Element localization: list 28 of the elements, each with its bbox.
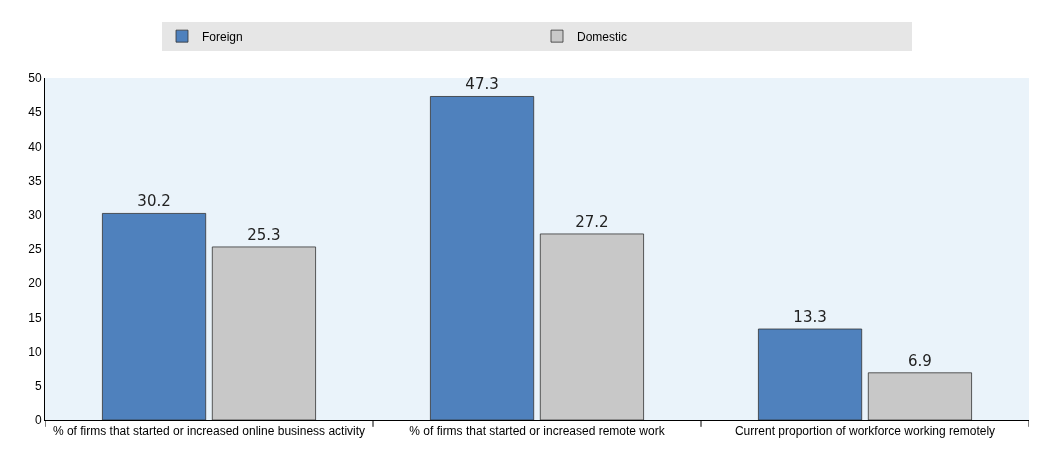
y-tick-label: 50 xyxy=(28,71,42,86)
bar xyxy=(211,246,316,420)
bar xyxy=(430,96,535,420)
x-tick-label: % of firms that started or increased online business activity xyxy=(52,424,366,439)
x-tick-label: Current proportion of workforce working remotely xyxy=(734,424,996,439)
x-tick-label: % of firms that started or increased remote work xyxy=(409,424,666,439)
y-tick-label: 0 xyxy=(34,413,42,428)
legend-label: Domestic xyxy=(577,29,628,44)
y-tick-label: 20 xyxy=(28,276,42,291)
y-tick-label: 10 xyxy=(28,344,42,359)
y-tick-label: 45 xyxy=(28,105,42,120)
bar xyxy=(539,233,644,420)
data-label: 6.9 xyxy=(908,351,932,370)
y-tick-label: 5 xyxy=(34,379,42,393)
y-tick-label: 15 xyxy=(28,310,42,325)
data-label: 13.3 xyxy=(793,308,827,327)
data-label: 25.3 xyxy=(247,225,281,244)
bar xyxy=(758,328,863,420)
y-tick-label: 35 xyxy=(28,173,42,188)
y-tick-label: 25 xyxy=(28,242,42,257)
y-tick-label: 30 xyxy=(28,208,42,222)
data-label: 30.2 xyxy=(137,192,171,211)
bar xyxy=(867,372,972,420)
y-tick-label: 40 xyxy=(28,139,42,154)
data-label: 47.3 xyxy=(465,75,499,94)
data-label: 27.2 xyxy=(575,212,609,231)
bar xyxy=(102,213,207,420)
legend-label: Foreign xyxy=(202,29,243,44)
